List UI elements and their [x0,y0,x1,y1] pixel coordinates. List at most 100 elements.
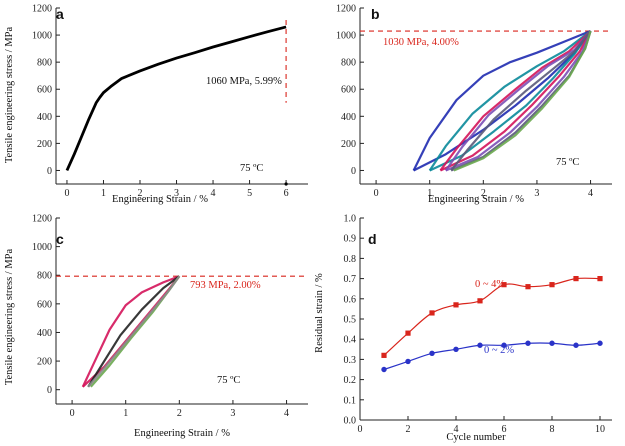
series-line-1 [81,275,180,388]
panel-a-annotation: 1060 MPa, 5.99% [206,76,282,87]
y-tick-label: 0 [47,385,52,396]
y-tick-label: 200 [37,357,52,368]
data-point [549,340,555,346]
data-point [453,302,459,308]
panel-d-letter: d [368,231,377,247]
panel-d-axes: 0.0 0.1 0.2 0.3 0.4 0.5 0.6 0.7 0.8 0.9 1.0 0 2 4 6 8 10 [344,214,612,435]
y-tick-label: 0 [47,166,52,177]
x-tick-label: 3 [534,188,539,199]
x-tick-label: 2 [138,188,143,199]
x-tick-label: 0 [374,188,379,199]
panel-c-axes: 0 200 400 600 800 1000 1200 0 1 2 3 4 [32,214,308,419]
panel-d: 0.0 0.1 0.2 0.3 0.4 0.5 0.6 0.7 0.8 0.9 1.0 0 2 4 6 8 10… [314,214,612,443]
y-tick-label: 1200 [336,4,356,15]
data-point [597,340,603,346]
x-tick-label: 0 [64,188,69,199]
data-point [501,342,507,348]
panel-b-axes: 0 200 400 600 800 1000 1200 0 1 2 3 4 [336,4,612,199]
y-tick-label: 400 [37,328,52,339]
panel-a-letter: a [56,6,64,22]
panel-d-series-label-1: 0 ~ 4% [475,279,505,290]
y-tick-label: 800 [341,58,356,69]
data-point [549,282,555,288]
panel-b-xlabel: Engineering Strain / % [428,194,524,205]
data-point [525,340,531,346]
y-tick-label: 0.4 [344,335,357,346]
data-point [477,342,483,348]
y-tick-label: 800 [37,271,52,282]
y-tick-label: 200 [341,139,356,150]
series-line-1 [412,29,591,171]
x-tick-label: 2 [406,424,411,435]
panel-a: 0 200 400 600 800 1000 1200 0 1 2 3 4 5 6 a Engineeri… [4,4,308,205]
marker-point [284,182,288,186]
x-tick-label: 3 [230,408,235,419]
data-point [597,276,603,282]
panel-a-axes: 0 200 400 600 800 1000 1200 0 1 2 3 4 5 6 [32,4,308,199]
x-tick-label: 5 [247,188,252,199]
panel-b: 0 200 400 600 800 1000 1200 0 1 2 3 4 b Engineering… [336,4,612,205]
x-tick-label: 6 [502,424,507,435]
series-line-5 [87,275,181,388]
data-point [429,350,435,357]
y-tick-label: 1200 [32,214,52,225]
x-tick-label: 1 [427,188,432,199]
x-tick-label: 10 [595,424,605,435]
x-tick-label: 4 [211,188,216,199]
panel-d-series [381,276,603,373]
panel-d-series-label-2: 0 ~ 2% [484,345,514,356]
panel-c-annotation: 793 MPa, 2.00% [190,280,261,291]
x-tick-label: 3 [174,188,179,199]
x-tick-label: 4 [588,188,593,199]
data-point [381,366,387,373]
series-line-1 [65,25,287,172]
y-tick-label: 0.9 [344,234,357,245]
data-point [381,352,387,358]
x-tick-label: 1 [123,408,128,419]
panel-a-ylabel: Tensile engineering stress / MPa [4,27,15,164]
panel-a-xlabel: Engineering Strain / % [112,194,208,205]
panel-b-letter: b [371,6,380,22]
y-tick-label: 0.3 [344,355,357,366]
panel-b-annotation: 1030 MPa, 4.00% [383,37,459,48]
x-tick-label: 1 [101,188,106,199]
data-point [477,298,483,304]
series-line-5 [439,30,592,172]
y-tick-label: 1200 [32,4,52,15]
y-tick-label: 1000 [336,31,356,42]
data-point [429,310,435,316]
y-tick-label: 0 [351,166,356,177]
panel-c-xlabel: Engineering Strain / % [134,428,230,439]
panel-c-letter: c [56,231,64,247]
data-point [405,330,411,336]
panel-b-series [412,29,592,172]
data-point [501,282,507,288]
panel-c: 0 200 400 600 800 1000 1200 0 1 2 3 4 c Engineering… [4,214,308,439]
y-tick-label: 200 [37,139,52,150]
series-line-2 [383,342,601,371]
panel-b-temperature: 75 ºC [556,157,579,168]
series-line-11 [453,30,592,172]
data-point [525,284,531,290]
panel-c-ylabel: Tensile engineering stress / MPa [4,249,15,386]
y-tick-label: 0.6 [344,294,357,305]
x-tick-label: 8 [550,424,555,435]
panel-c-series [81,275,181,388]
x-tick-label: 2 [481,188,486,199]
panel-c-temperature: 75 ºC [217,375,240,386]
y-tick-label: 800 [37,58,52,69]
x-tick-label: 4 [284,408,289,419]
series-line-1 [383,277,601,356]
y-tick-label: 600 [37,299,52,310]
y-tick-label: 400 [37,112,52,123]
x-tick-label: 2 [177,408,182,419]
x-tick-label: 0 [70,408,75,419]
y-tick-label: 1000 [32,242,52,253]
panel-d-ylabel: Residual strain / % [314,273,325,353]
data-point [573,276,579,282]
panel-d-xlabel: Cycle number [446,432,506,443]
y-tick-label: 1000 [32,31,52,42]
x-tick-label: 4 [454,424,459,435]
y-tick-label: 0.5 [344,315,357,326]
